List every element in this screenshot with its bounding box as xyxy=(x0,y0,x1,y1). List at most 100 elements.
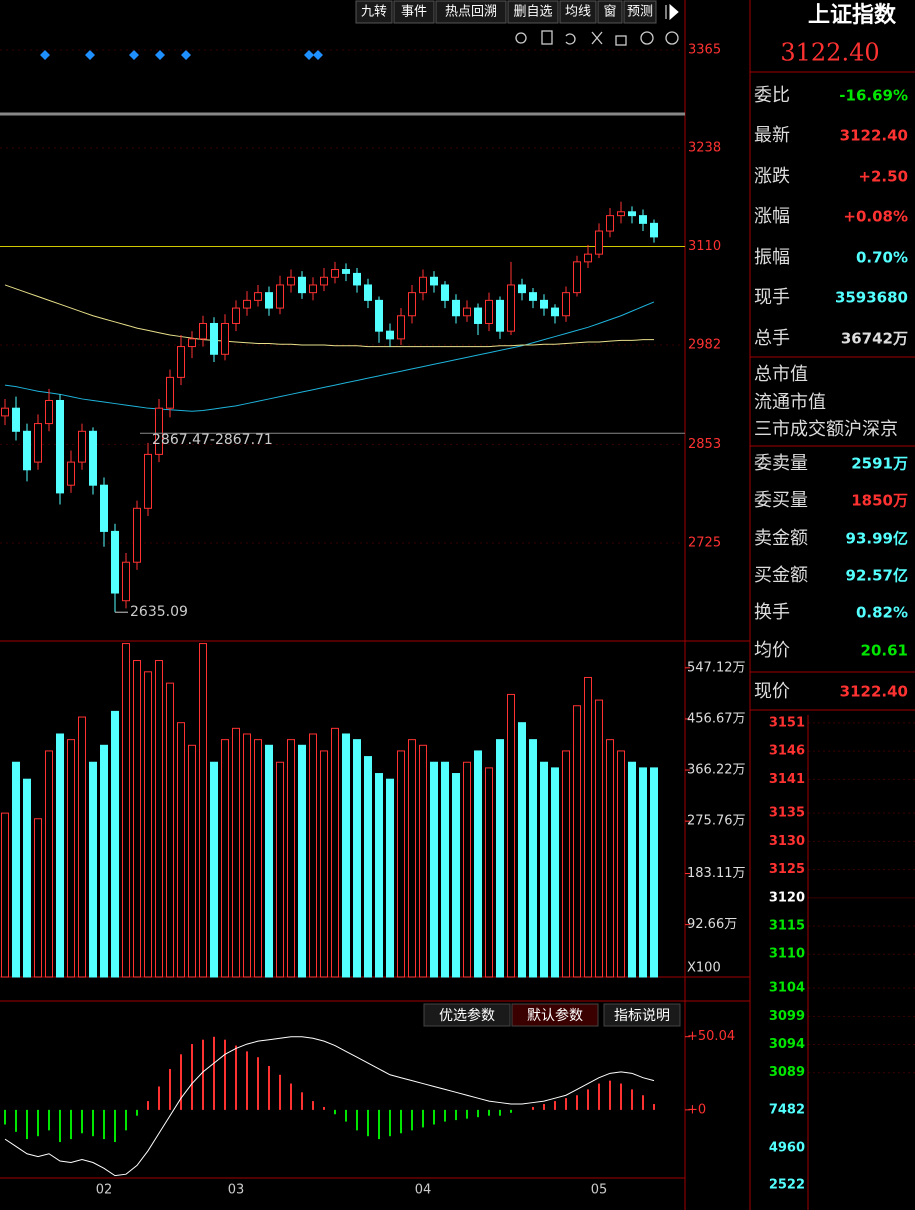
candle-body xyxy=(133,507,141,563)
y-tick-label: 183.11万 xyxy=(687,866,746,881)
candle-body xyxy=(320,276,328,286)
y-tick-label: 3146 xyxy=(769,744,805,759)
y-tick-label: 3104 xyxy=(769,981,805,996)
quote-label: 涨跌 xyxy=(754,166,790,187)
candle-body xyxy=(452,299,460,317)
quote-value: 3122.40 xyxy=(840,127,908,145)
indicator-button[interactable] xyxy=(603,1003,681,1027)
volume-bar xyxy=(188,744,196,978)
y-tick-label: 3115 xyxy=(769,919,805,934)
indicator-button[interactable] xyxy=(423,1003,511,1027)
y-tick-label: 3141 xyxy=(769,772,805,787)
toolbar-label: 窗 xyxy=(603,4,616,20)
y-tick-label: 3099 xyxy=(769,1009,805,1024)
x-tick-label: 04 xyxy=(415,1183,432,1198)
volume-bar xyxy=(166,682,174,978)
candle-body xyxy=(111,530,119,594)
info-label: 三市成交额沪深京 xyxy=(754,419,898,440)
quote-label: 委买量 xyxy=(754,490,808,511)
volume-bar xyxy=(540,761,548,978)
candle-body xyxy=(265,292,273,309)
x-tick-label: 03 xyxy=(228,1183,245,1198)
candle-body xyxy=(540,299,548,309)
toolbar-button[interactable] xyxy=(597,0,623,24)
candle-body xyxy=(210,322,218,355)
toolbar-label: 事件 xyxy=(401,5,427,20)
volume-bar xyxy=(364,756,372,978)
volume-bar xyxy=(375,773,383,978)
volume-bar xyxy=(331,727,339,978)
volume-bar xyxy=(111,710,119,978)
candle-body xyxy=(298,276,306,294)
toolbar-button[interactable] xyxy=(355,0,393,24)
quote-label: 现价 xyxy=(754,681,790,702)
volume-bar xyxy=(562,750,570,978)
candle-body xyxy=(639,215,647,224)
toolbar-label: 热点回溯 xyxy=(445,4,497,20)
quote-label: 涨幅 xyxy=(754,206,790,227)
y-tick-label: 547.12万 xyxy=(687,660,746,675)
volume-bar xyxy=(452,773,460,978)
candle-body xyxy=(342,269,350,274)
y2-tick-label: 2522 xyxy=(769,1177,805,1192)
volume-bar xyxy=(342,733,350,978)
indicator-button[interactable] xyxy=(511,1003,599,1027)
volume-bar xyxy=(507,693,515,978)
quote-value: 20.61 xyxy=(861,642,908,660)
y-tick-label: 3135 xyxy=(769,806,805,821)
toolbar-button[interactable] xyxy=(623,0,657,24)
quote-value: 0.70% xyxy=(856,249,908,267)
volume-bar xyxy=(232,727,240,978)
toolbar-button[interactable] xyxy=(393,0,435,24)
volume-bar xyxy=(56,733,64,978)
info-label: 总市值 xyxy=(754,364,808,385)
quote-label: 总手 xyxy=(754,328,790,349)
volume-bar xyxy=(298,744,306,978)
volume-bar xyxy=(144,671,152,978)
toolbar-button[interactable] xyxy=(559,0,597,24)
candle-body xyxy=(617,211,625,217)
quote-value: 36742万 xyxy=(841,330,908,348)
candle-body xyxy=(386,330,394,340)
x-tick-label: 02 xyxy=(96,1183,113,1198)
candle-body xyxy=(397,315,405,340)
candle-body xyxy=(430,276,438,286)
volume-bar xyxy=(628,761,636,978)
y-tick-label: 3238 xyxy=(688,140,721,155)
candle-body xyxy=(89,430,97,486)
volume-bar xyxy=(551,767,559,978)
quote-value: +0.08% xyxy=(843,208,908,226)
volume-bar xyxy=(45,750,53,978)
candle-body xyxy=(100,484,108,532)
toolbar-arrow[interactable] xyxy=(665,3,679,21)
quote-label: 换手 xyxy=(754,602,790,623)
toolbar-button[interactable] xyxy=(507,0,559,24)
quote-label: 买金额 xyxy=(754,565,808,586)
unit-label: X100 xyxy=(687,961,721,976)
candle-body xyxy=(584,253,592,263)
y-tick-label: 3110 xyxy=(688,239,721,254)
candle-body xyxy=(122,561,130,602)
volume-bar xyxy=(419,744,427,978)
volume-bar xyxy=(133,660,141,978)
volume-bar xyxy=(386,778,394,978)
candle-body xyxy=(67,461,75,486)
volume-bar xyxy=(265,744,273,978)
volume-bar xyxy=(309,733,317,978)
volume-bar xyxy=(408,739,416,978)
y-tick-label: 366.22万 xyxy=(687,763,746,778)
volume-bar xyxy=(122,643,130,978)
y-tick-label: 456.67万 xyxy=(687,711,746,726)
moving-average xyxy=(4,301,655,412)
volume-bar xyxy=(485,767,493,978)
toolbar-button[interactable] xyxy=(435,0,507,24)
volume-bar xyxy=(199,643,207,978)
volume-bar xyxy=(639,767,647,978)
candle-body xyxy=(144,453,152,509)
index-name: 上证指数 xyxy=(808,2,897,28)
toolbar-label: 九转 xyxy=(361,5,387,20)
candle-body xyxy=(221,322,229,355)
y2-tick-label: 7482 xyxy=(769,1103,805,1118)
button-label: 指标说明 xyxy=(614,1008,670,1024)
candle-body xyxy=(507,284,515,332)
